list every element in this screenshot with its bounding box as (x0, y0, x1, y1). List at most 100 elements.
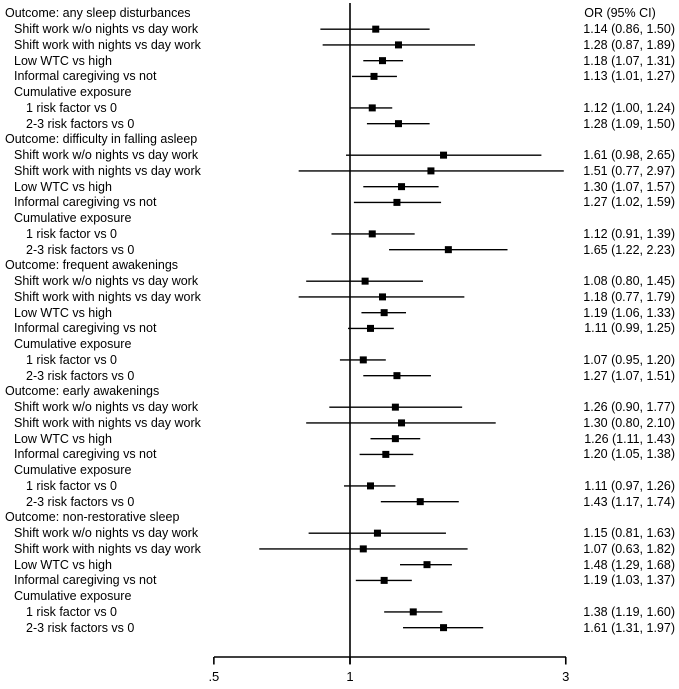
or-ci-value: 1.18 (0.77, 1.79) (583, 289, 675, 304)
point-estimate-marker (440, 151, 448, 159)
or-ci-value: 1.18 (1.07, 1.31) (583, 53, 675, 68)
exposure-label: Shift work with nights vs day work (14, 289, 201, 304)
or-ci-value: 1.30 (0.80, 2.10) (583, 415, 675, 430)
exposure-label: 2-3 risk factors vs 0 (26, 620, 135, 635)
point-estimate-marker (372, 25, 380, 33)
or-ci-value: 1.48 (1.29, 1.68) (583, 557, 675, 572)
exposure-label: Informal caregiving vs not (14, 69, 157, 84)
axis-tick-label: .5 (208, 669, 219, 684)
exposure-label: Informal caregiving vs not (14, 447, 157, 462)
point-estimate-marker (380, 576, 388, 584)
exposure-label: Shift work w/o nights vs day work (14, 274, 199, 289)
exposure-label: Low WTC vs high (14, 557, 112, 572)
or-ci-value: 1.11 (0.97, 1.26) (584, 478, 675, 493)
exposure-label: Shift work w/o nights vs day work (14, 22, 199, 37)
outcome-header: Outcome: early awakenings (5, 384, 160, 399)
exposure-label: 1 risk factor vs 0 (26, 100, 117, 115)
or-ci-value: 1.43 (1.17, 1.74) (583, 494, 675, 509)
exposure-label: 1 risk factor vs 0 (26, 604, 117, 619)
or-ci-value: 1.12 (0.91, 1.39) (583, 226, 675, 241)
exposure-label: Shift work with nights vs day work (14, 541, 201, 556)
exposure-label: 1 risk factor vs 0 (26, 352, 117, 367)
or-ci-value: 1.61 (1.31, 1.97) (583, 620, 675, 635)
point-estimate-marker (368, 104, 376, 112)
or-ci-value: 1.27 (1.02, 1.59) (583, 195, 675, 210)
exposure-label: 2-3 risk factors vs 0 (26, 494, 135, 509)
exposure-label: Shift work w/o nights vs day work (14, 400, 199, 415)
or-column-header: OR (95% CI) (584, 6, 656, 20)
or-ci-value: 1.20 (1.05, 1.38) (583, 447, 675, 462)
exposure-label: Shift work with nights vs day work (14, 163, 201, 178)
or-ci-value: 1.14 (0.86, 1.50) (583, 22, 675, 37)
exposure-label: Shift work with nights vs day work (14, 415, 201, 430)
point-estimate-marker (398, 183, 406, 191)
point-estimate-marker (370, 72, 378, 80)
or-ci-value: 1.28 (1.09, 1.50) (583, 116, 675, 131)
point-estimate-marker (393, 372, 401, 380)
point-estimate-marker (393, 198, 401, 206)
exposure-label: 2-3 risk factors vs 0 (26, 368, 135, 383)
or-ci-value: 1.51 (0.77, 2.97) (583, 163, 675, 178)
point-estimate-marker (366, 482, 374, 490)
or-ci-value: 1.28 (0.87, 1.89) (583, 37, 675, 52)
or-ci-value: 1.19 (1.03, 1.37) (583, 573, 675, 588)
exposure-label: 2-3 risk factors vs 0 (26, 242, 135, 257)
point-estimate-marker (391, 435, 399, 443)
axis-tick-label: 3 (562, 669, 569, 684)
point-estimate-marker (394, 41, 402, 49)
exposure-label: Informal caregiving vs not (14, 195, 157, 210)
point-estimate-marker (361, 277, 369, 285)
exposure-label: Cumulative exposure (14, 85, 132, 100)
or-ci-value: 1.07 (0.63, 1.82) (583, 541, 675, 556)
exposure-label: 2-3 risk factors vs 0 (26, 116, 135, 131)
or-ci-value: 1.19 (1.06, 1.33) (583, 305, 675, 320)
outcome-header: Outcome: frequent awakenings (5, 258, 179, 273)
exposure-label: Low WTC vs high (14, 53, 112, 68)
or-ci-value: 1.08 (0.80, 1.45) (583, 274, 675, 289)
or-ci-value: 1.13 (1.01, 1.27) (583, 69, 675, 84)
exposure-label: Shift work w/o nights vs day work (14, 526, 199, 541)
or-ci-value: 1.07 (0.95, 1.20) (583, 352, 675, 367)
exposure-label: 1 risk factor vs 0 (26, 226, 117, 241)
exposure-label: Low WTC vs high (14, 179, 112, 194)
point-estimate-marker (427, 167, 435, 175)
point-estimate-marker (398, 419, 406, 427)
exposure-label: Low WTC vs high (14, 431, 112, 446)
point-estimate-marker (359, 356, 367, 364)
point-estimate-marker (366, 324, 374, 332)
point-estimate-marker (382, 450, 390, 458)
exposure-label: Low WTC vs high (14, 305, 112, 320)
outcome-header: Outcome: any sleep disturbances (5, 6, 191, 21)
exposure-label: Cumulative exposure (14, 589, 132, 604)
axis-tick-label: 1 (346, 669, 353, 684)
or-ci-value: 1.27 (1.07, 1.51) (583, 368, 675, 383)
or-ci-value: 1.38 (1.19, 1.60) (583, 604, 675, 619)
point-estimate-marker (379, 293, 387, 301)
point-estimate-marker (444, 246, 452, 254)
or-ci-value: 1.61 (0.98, 2.65) (583, 148, 675, 163)
point-estimate-marker (394, 120, 402, 128)
exposure-label: Informal caregiving vs not (14, 573, 157, 588)
exposure-label: Informal caregiving vs not (14, 321, 157, 336)
or-ci-value: 1.65 (1.22, 2.23) (583, 242, 675, 257)
point-estimate-marker (416, 498, 424, 506)
outcome-header: Outcome: non-restorative sleep (5, 510, 180, 525)
or-ci-value: 1.30 (1.07, 1.57) (583, 179, 675, 194)
point-estimate-marker (368, 230, 376, 238)
point-estimate-marker (359, 545, 367, 553)
or-ci-value: 1.12 (1.00, 1.24) (583, 100, 675, 115)
or-ci-value: 1.11 (0.99, 1.25) (584, 321, 675, 336)
exposure-label: 1 risk factor vs 0 (26, 478, 117, 493)
point-estimate-marker (380, 309, 388, 317)
or-ci-value: 1.26 (0.90, 1.77) (583, 400, 675, 415)
point-estimate-marker (440, 624, 448, 632)
exposure-label: Shift work with nights vs day work (14, 37, 201, 52)
exposure-label: Shift work w/o nights vs day work (14, 148, 199, 163)
point-estimate-marker (373, 529, 381, 537)
or-ci-value: 1.26 (1.11, 1.43) (584, 431, 675, 446)
point-estimate-marker (391, 403, 399, 411)
exposure-label: Cumulative exposure (14, 463, 132, 478)
or-ci-value: 1.15 (0.81, 1.63) (583, 526, 675, 541)
